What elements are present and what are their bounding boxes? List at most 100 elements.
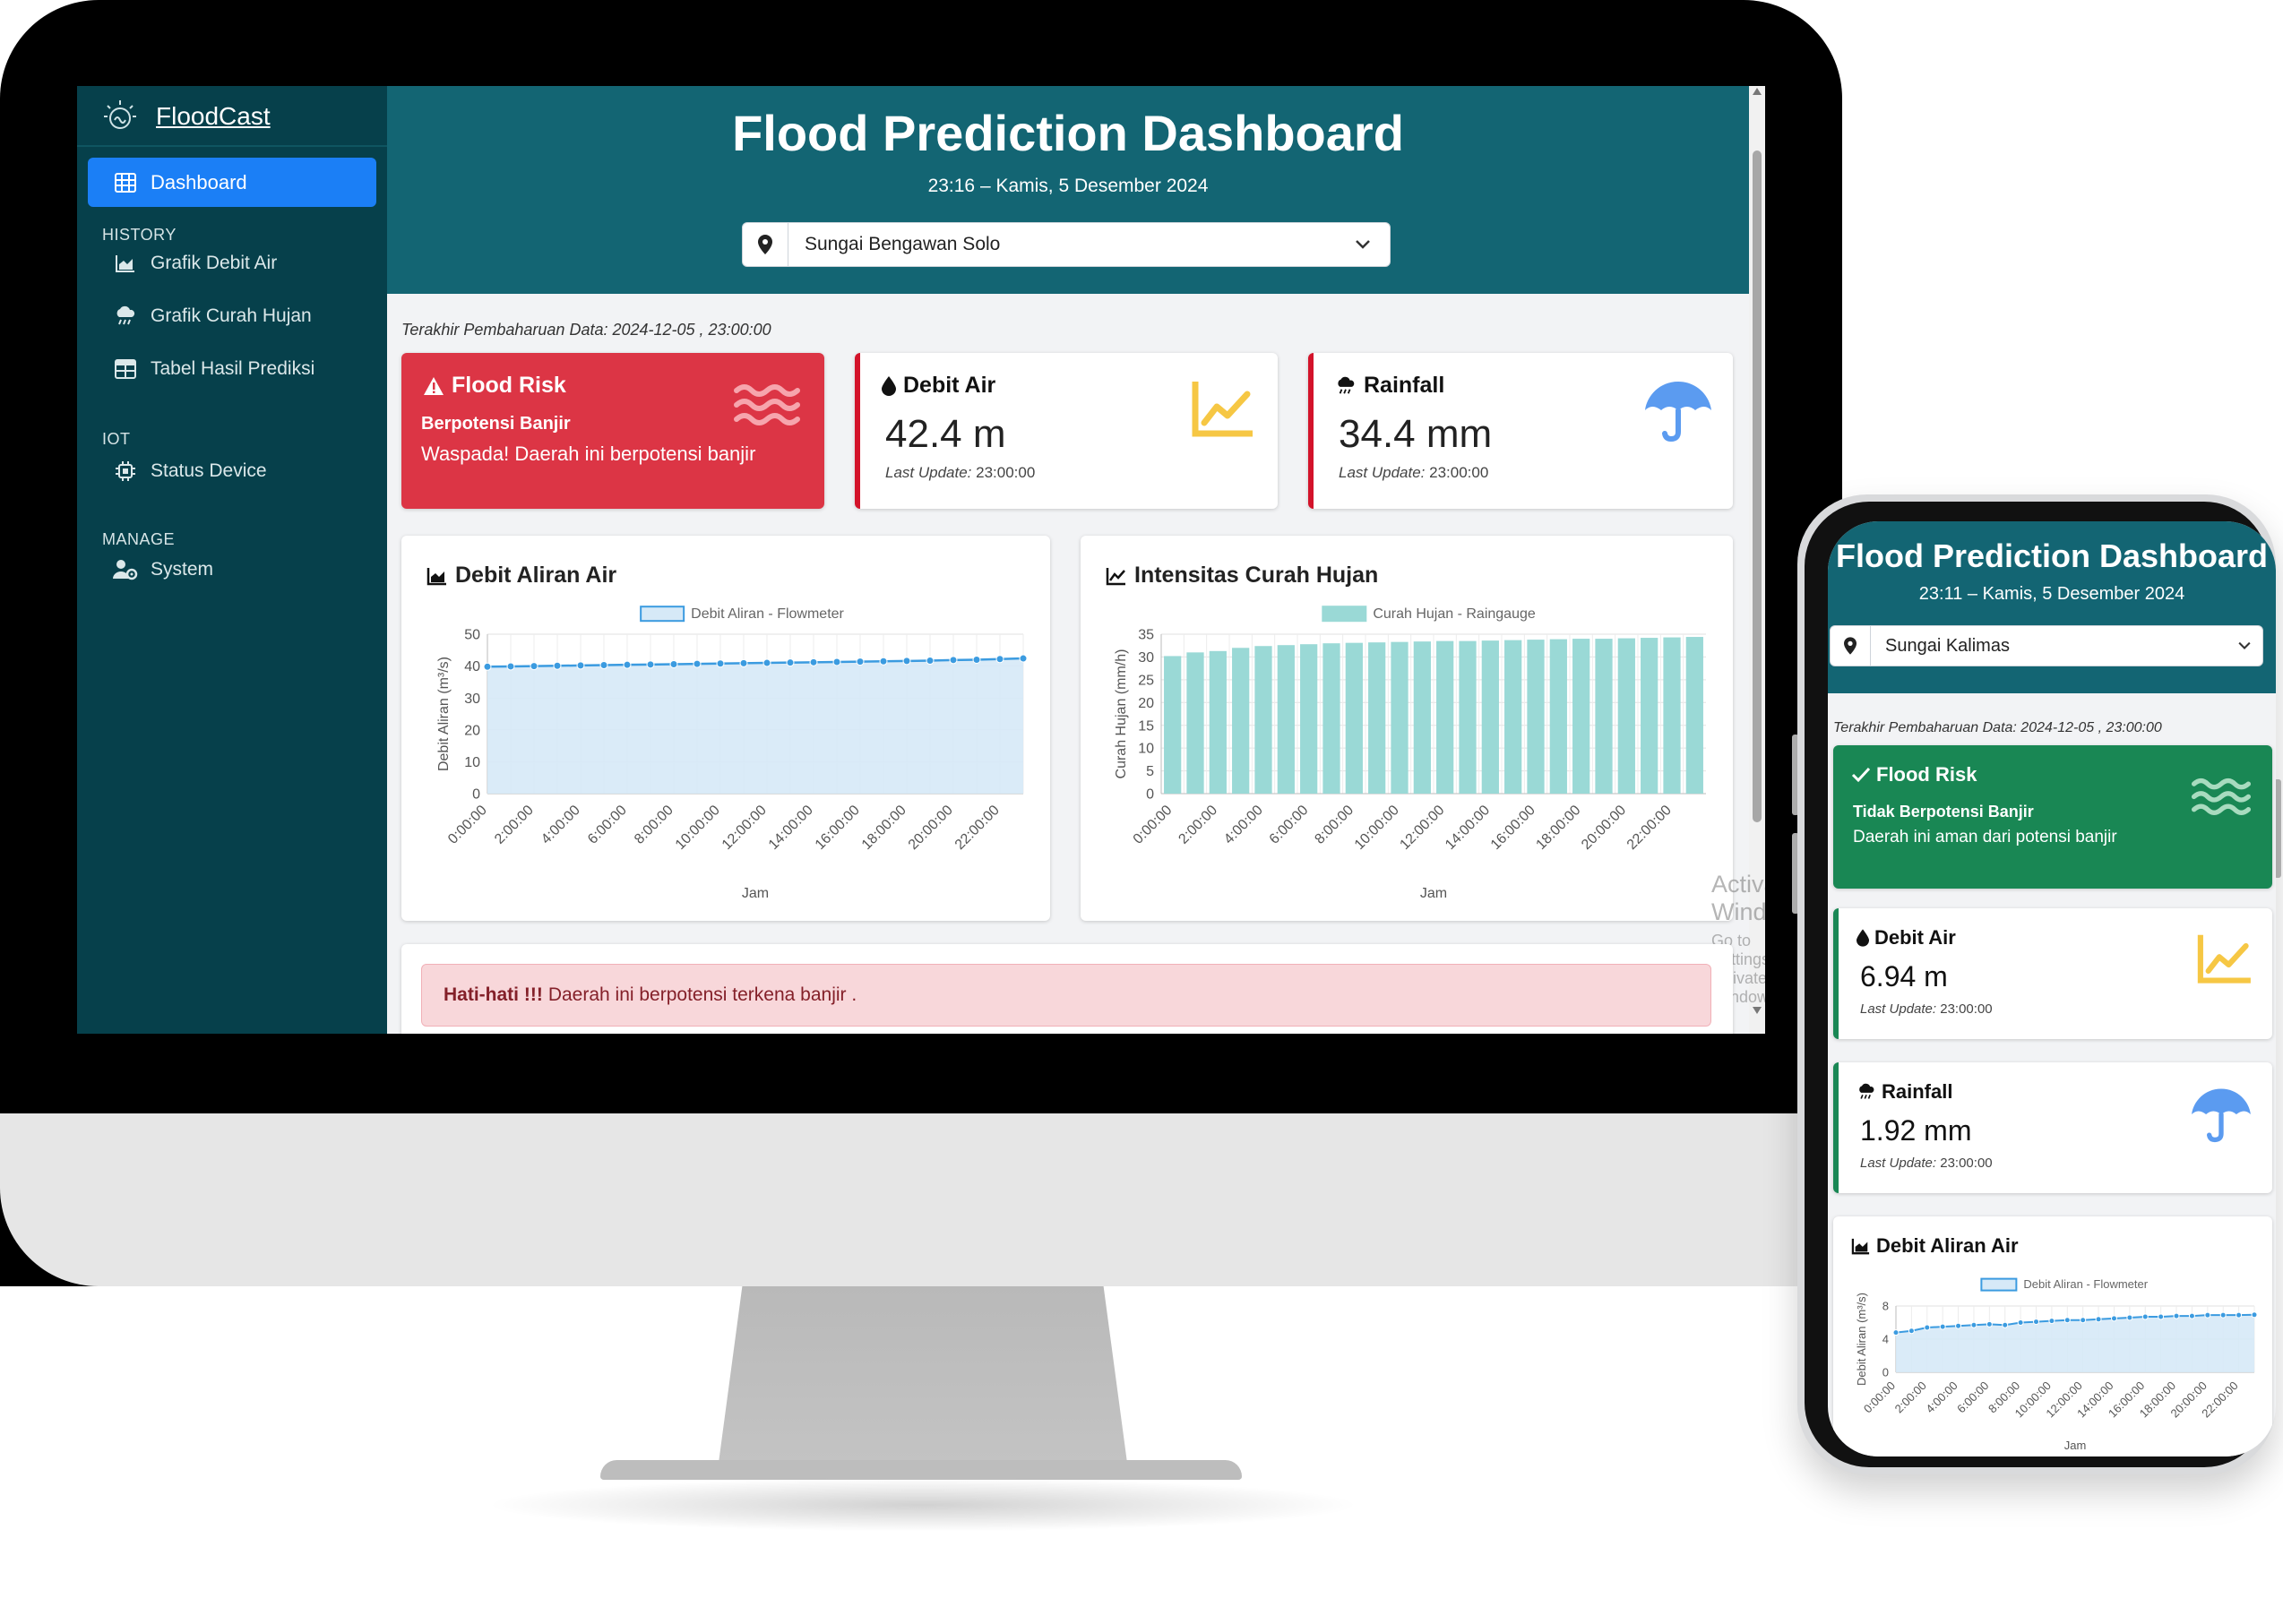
data-point: [1970, 1321, 1977, 1328]
map-pin-icon: [743, 223, 788, 266]
sidebar-item-label: Grafik Debit Air: [151, 253, 278, 273]
umbrella-icon: [2192, 1088, 2251, 1143]
data-point: [1986, 1320, 1993, 1328]
y-tick-label: 25: [1138, 673, 1154, 688]
x-tick-label: 10:00:00: [673, 803, 723, 853]
y-tick-label: 4: [1882, 1333, 1889, 1346]
monitor-stand: [716, 1286, 1130, 1479]
cloud-rain-icon: [1338, 376, 1355, 394]
x-tick-label: 12:00:00: [1397, 803, 1447, 853]
sidebar-item-system[interactable]: System: [113, 552, 213, 588]
sidebar-item-status-device[interactable]: Status Device: [113, 453, 267, 489]
data-point: [506, 662, 515, 671]
mobile-screen: Flood Prediction Dashboard 23:11 – Kamis…: [1828, 521, 2276, 1456]
user-gear-icon: [113, 557, 138, 582]
legend-label: Curah Hujan - Raingauge: [1373, 606, 1536, 622]
data-point: [2002, 1321, 2009, 1328]
rainfall-title-text: Rainfall: [1364, 373, 1445, 398]
data-point: [739, 658, 748, 667]
bar: [1164, 656, 1182, 794]
bar: [1504, 640, 1522, 794]
location-select[interactable]: Sungai Bengawan Solo: [742, 222, 1391, 267]
line-chart-icon: [1192, 382, 1253, 437]
bar: [1595, 639, 1613, 794]
debit-air-value: 42.4 m: [885, 412, 1006, 456]
scrollbar-thumb[interactable]: [1753, 150, 1762, 822]
data-point: [1019, 654, 1028, 663]
alert-card: Hati-hati !!! Daerah ini berpotensi terk…: [401, 944, 1733, 1034]
data-point: [1939, 1323, 1946, 1330]
area-fill: [487, 658, 1023, 794]
y-tick-label: 30: [464, 692, 480, 707]
last-update-time: 23:00:00: [1940, 1001, 1993, 1017]
page-title: Flood Prediction Dashboard: [732, 105, 1404, 161]
area-chart-icon: [113, 251, 138, 276]
debit-air-last-update: Last Update: 23:00:00: [885, 464, 1035, 482]
x-tick-label: 14:00:00: [1443, 803, 1493, 853]
x-axis-title: Jam: [742, 886, 769, 901]
last-update-label: Last Update:: [1339, 464, 1426, 481]
data-point: [1924, 1324, 1931, 1331]
flood-risk-status: Berpotensi Banjir: [421, 414, 571, 434]
sidebar-item-dashboard[interactable]: Dashboard: [88, 158, 376, 207]
bar: [1685, 637, 1703, 794]
data-point: [530, 662, 538, 671]
x-tick-label: 22:00:00: [1624, 803, 1675, 853]
data-point: [646, 660, 655, 669]
rain-chart-title: Intensitas Curah Hujan: [1106, 563, 1378, 589]
y-tick-label: 20: [1138, 696, 1154, 711]
y-tick-label: 5: [1146, 764, 1154, 779]
last-update-label: Last Update:: [1860, 1001, 1937, 1017]
brand-logo-icon: [104, 100, 136, 129]
bar: [1527, 640, 1545, 794]
y-tick-label: 0: [1882, 1366, 1889, 1379]
x-tick-label: 4:00:00: [538, 803, 583, 847]
data-point: [2063, 1317, 2071, 1324]
sidebar-item-label: System: [151, 559, 214, 580]
data-point: [599, 661, 608, 670]
y-tick-label: 30: [1138, 650, 1154, 666]
data-point: [2017, 1319, 2024, 1326]
bar: [1232, 648, 1250, 794]
water-waves-icon: [734, 384, 800, 425]
sidebar-item-tabel-prediksi[interactable]: Tabel Hasil Prediksi: [113, 351, 314, 387]
y-axis-title: Debit Aliran (m³/s): [436, 657, 452, 771]
rainfall-title: Rainfall: [1335, 373, 1444, 399]
data-point: [553, 661, 562, 670]
table-grid-icon: [113, 170, 138, 195]
sidebar-item-grafik-debit[interactable]: Grafik Debit Air: [113, 245, 277, 281]
water-waves-icon: [2191, 778, 2252, 815]
data-point: [2095, 1316, 2102, 1323]
mobile-location-select[interactable]: Sungai Kalimas: [1830, 625, 2263, 666]
scroll-down-arrow-icon[interactable]: [1753, 1007, 1762, 1014]
brand[interactable]: FloodCast: [102, 93, 271, 140]
mobile-rainfall-value: 1.92 mm: [1860, 1114, 1972, 1147]
last-update-time: 23:00:00: [1940, 1156, 1993, 1171]
sidebar: FloodCast Dashboard HISTORY Grafik Debit…: [77, 86, 387, 1034]
mobile-flood-risk-status: Tidak Berpotensi Banjir: [1853, 803, 2034, 821]
scroll-up-arrow-icon[interactable]: [1753, 88, 1762, 95]
mobile-rainfall-title: Rainfall: [1857, 1080, 1952, 1104]
watermark-line1: Activate Windows: [1711, 871, 1765, 925]
cloud-rain-icon: [1859, 1083, 1874, 1099]
brand-name[interactable]: FloodCast: [156, 102, 271, 130]
phone-power-button: [2274, 779, 2281, 878]
area-chart-icon: [1851, 1238, 1870, 1255]
sidebar-item-grafik-curah[interactable]: Grafik Curah Hujan: [113, 298, 312, 334]
bar: [1300, 644, 1318, 794]
data-point: [2080, 1317, 2087, 1324]
data-point: [879, 657, 888, 666]
y-tick-label: 8: [1882, 1300, 1889, 1313]
data-point: [2141, 1313, 2149, 1320]
last-update-time: 23:00:00: [1429, 464, 1489, 481]
y-tick-label: 10: [1138, 742, 1154, 757]
data-point: [1908, 1328, 1915, 1335]
y-tick-label: 50: [464, 628, 480, 643]
section-label-iot: IOT: [102, 430, 131, 448]
rain-chart-title-text: Intensitas Curah Hujan: [1134, 563, 1379, 588]
x-tick-label: 14:00:00: [766, 803, 816, 853]
x-tick-label: 12:00:00: [719, 803, 770, 853]
scrollbar[interactable]: [1749, 86, 1765, 1034]
mobile-datetime-text: 23:11 – Kamis, 5 Desember 2024: [1918, 584, 2185, 604]
x-tick-label: 10:00:00: [1352, 803, 1402, 853]
